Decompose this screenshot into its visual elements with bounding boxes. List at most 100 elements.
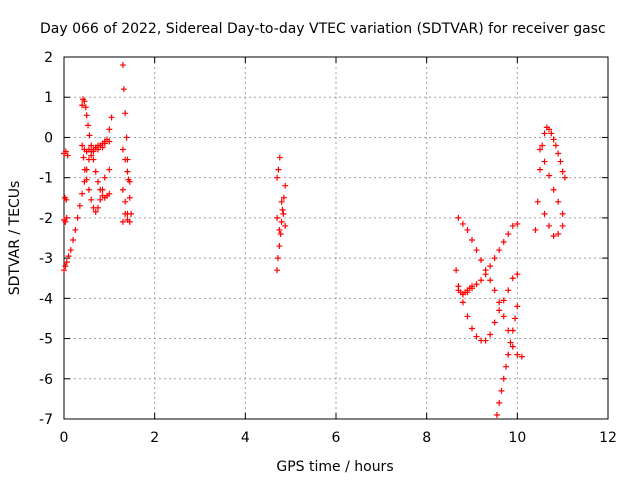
- data-point: [63, 196, 70, 203]
- data-point: [546, 172, 553, 179]
- data-point: [548, 130, 555, 137]
- data-point: [88, 196, 95, 203]
- data-point: [546, 222, 553, 229]
- data-point: [496, 399, 503, 406]
- data-point: [514, 271, 521, 278]
- x-tick-label: 12: [599, 430, 617, 446]
- data-point: [79, 102, 86, 109]
- data-point: [279, 206, 286, 213]
- data-point: [491, 287, 498, 294]
- data-point: [469, 285, 475, 292]
- data-point: [507, 339, 514, 346]
- data-point: [541, 158, 548, 165]
- data-point: [90, 148, 97, 155]
- data-point: [62, 218, 69, 225]
- data-point: [559, 168, 566, 175]
- data-point: [276, 226, 283, 233]
- data-point: [280, 210, 287, 217]
- data-point: [505, 230, 512, 237]
- data-point: [509, 222, 516, 229]
- data-point: [62, 263, 69, 270]
- data-point: [482, 337, 489, 344]
- data-point: [537, 146, 543, 153]
- data-point: [122, 210, 129, 217]
- y-tick-label: -6: [39, 372, 53, 388]
- data-point: [559, 222, 566, 229]
- data-point: [88, 152, 95, 159]
- data-point: [514, 303, 521, 310]
- data-point: [92, 168, 99, 175]
- data-point: [99, 144, 106, 151]
- data-point: [496, 299, 503, 306]
- data-point: [274, 255, 281, 262]
- data-point: [120, 86, 127, 93]
- data-point: [277, 230, 284, 237]
- data-point: [65, 253, 72, 260]
- data-point: [85, 122, 92, 129]
- data-point: [469, 325, 475, 332]
- data-point: [496, 247, 503, 254]
- data-point: [95, 146, 101, 153]
- data-point: [455, 287, 462, 294]
- chart-title: Day 066 of 2022, Sidereal Day-to-day VTE…: [40, 21, 606, 37]
- data-point: [496, 307, 503, 314]
- data-point: [500, 313, 507, 320]
- data-point: [119, 218, 126, 225]
- x-tick-label: 6: [332, 430, 341, 446]
- data-point: [67, 247, 74, 254]
- data-point: [555, 230, 562, 237]
- data-point: [459, 220, 466, 227]
- data-point: [541, 130, 548, 137]
- data-point: [119, 62, 126, 69]
- data-point: [561, 174, 568, 181]
- data-point: [500, 239, 507, 246]
- x-tick-labels: 0 2 4 6 8 10 12: [60, 430, 617, 446]
- data-point: [493, 411, 500, 418]
- data-point: [81, 166, 88, 173]
- data-point: [537, 166, 543, 173]
- y-tick-label: -7: [39, 412, 53, 428]
- data-point: [274, 214, 281, 221]
- data-point: [550, 232, 557, 239]
- data-point: [81, 98, 88, 105]
- data-point: [274, 267, 281, 274]
- data-point: [122, 198, 129, 205]
- data-point: [453, 267, 460, 274]
- data-point: [108, 114, 115, 121]
- grid-lines: [64, 57, 608, 419]
- data-point: [126, 194, 133, 201]
- data-point: [92, 208, 99, 215]
- data-point: [95, 178, 101, 185]
- data-point: [509, 327, 516, 334]
- data-point: [473, 247, 480, 254]
- x-tick-label: 4: [241, 430, 250, 446]
- data-point: [124, 216, 131, 223]
- y-tick-label: -3: [39, 251, 53, 267]
- data-point: [459, 291, 466, 298]
- data-point: [79, 190, 86, 197]
- data-point: [541, 210, 548, 217]
- data-point: [498, 387, 505, 394]
- data-point: [455, 214, 462, 221]
- data-point: [280, 194, 287, 201]
- data-point: [278, 198, 285, 205]
- y-tick-label: 2: [44, 50, 53, 66]
- data-point: [275, 166, 282, 173]
- data-point: [487, 277, 494, 284]
- data-point: [83, 112, 90, 119]
- data-point: [274, 174, 281, 181]
- data-point: [500, 297, 507, 304]
- y-tick-label: 1: [44, 90, 53, 106]
- x-tick-label: 2: [150, 430, 159, 446]
- x-tick-label: 8: [422, 430, 431, 446]
- y-axis-label: SDTVAR / TECUs: [7, 181, 23, 296]
- data-point: [122, 110, 129, 117]
- data-point: [514, 351, 521, 358]
- data-point: [555, 198, 562, 205]
- data-point: [487, 263, 494, 270]
- data-point: [555, 150, 562, 157]
- data-point: [509, 275, 516, 282]
- y-tick-labels: -7 -6 -5 -4 -3 -2 -1 0 1 2: [39, 50, 53, 428]
- data-point: [61, 267, 67, 274]
